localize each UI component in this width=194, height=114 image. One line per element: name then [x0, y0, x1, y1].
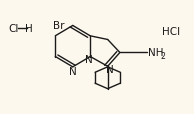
Text: N: N [106, 65, 114, 74]
Text: Cl: Cl [9, 24, 19, 34]
Text: 2: 2 [160, 51, 165, 60]
Text: HCl: HCl [162, 27, 180, 37]
Text: Br: Br [53, 21, 64, 31]
Text: N: N [85, 55, 93, 65]
Text: N: N [69, 67, 77, 77]
Text: H: H [25, 24, 33, 34]
Text: NH: NH [148, 48, 164, 58]
